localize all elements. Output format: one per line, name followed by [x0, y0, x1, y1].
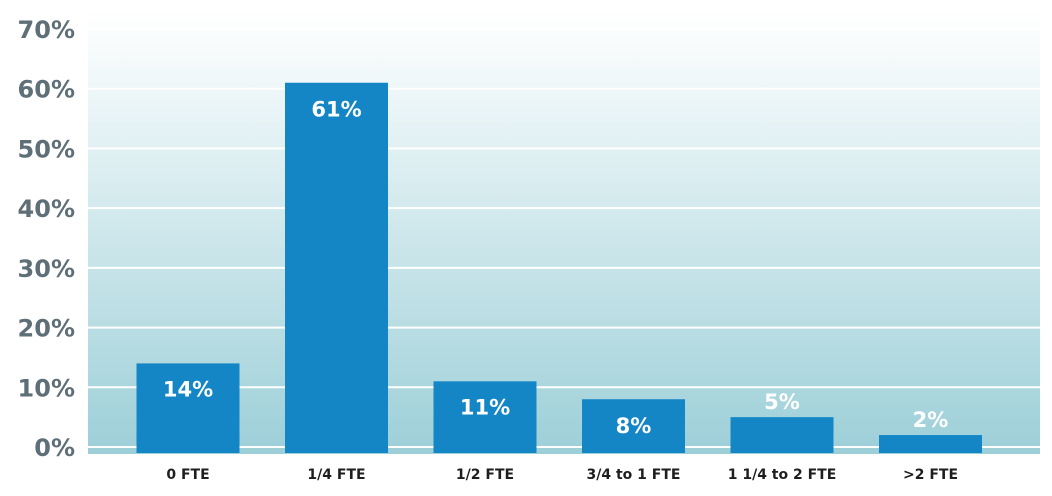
bar-data-label: 5% [764, 390, 800, 414]
gridlines [88, 28, 1040, 448]
bar-data-label: 8% [616, 414, 652, 438]
bar [879, 435, 982, 453]
y-tick-label: 50% [18, 135, 75, 163]
bar-data-label: 2% [913, 408, 949, 432]
x-category-label: 1 1/4 to 2 FTE [728, 467, 837, 483]
bars [136, 82, 982, 453]
y-tick-label: 30% [18, 255, 75, 283]
bar [433, 381, 537, 453]
y-tick-label: 10% [18, 374, 75, 402]
x-category-label: >2 FTE [903, 467, 958, 483]
bar-data-labels: 14% 61% 11% 8% 5% 2% [163, 98, 948, 438]
bar [136, 363, 240, 453]
bar-data-label: 11% [460, 395, 510, 419]
bar-data-label: 61% [311, 98, 361, 122]
bar [582, 399, 685, 453]
y-axis-tick-labels: 0% 10% 20% 30% 40% 50% 60% 70% [18, 16, 75, 462]
x-category-label: 0 FTE [166, 467, 209, 483]
y-tick-label: 60% [18, 76, 75, 104]
y-tick-label: 20% [18, 315, 75, 343]
y-tick-label: 70% [18, 16, 75, 44]
y-tick-label: 0% [34, 434, 75, 462]
x-category-label: 1/2 FTE [456, 467, 514, 483]
plot-background [88, 12, 1040, 454]
bar-data-label: 14% [163, 377, 213, 401]
bar [285, 82, 388, 453]
y-tick-label: 40% [18, 195, 75, 223]
x-axis-category-labels: 0 FTE 1/4 FTE 1/2 FTE 3/4 to 1 FTE 1 1/4 to … [166, 467, 958, 483]
bar [730, 417, 834, 453]
x-category-label: 3/4 to 1 FTE [587, 467, 681, 483]
x-category-label: 1/4 FTE [307, 467, 365, 483]
